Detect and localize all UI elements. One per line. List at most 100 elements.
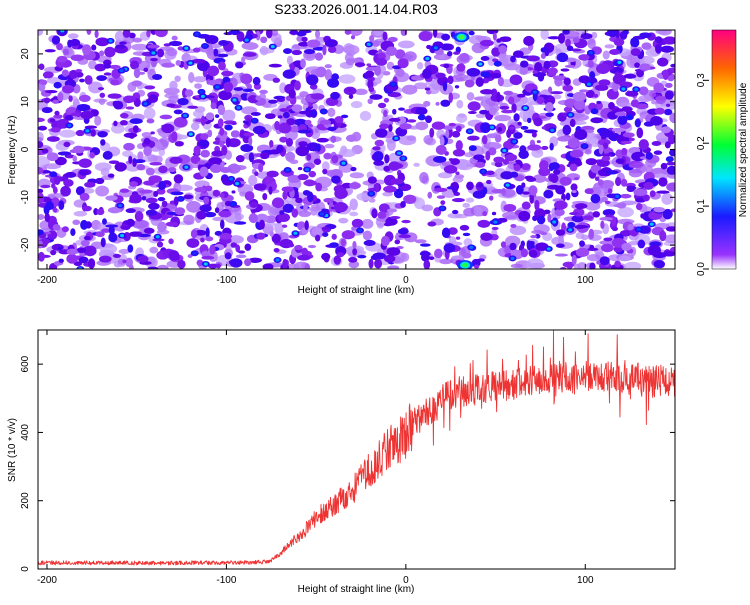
heatmap-cell [137,151,144,161]
heatmap-cell [47,192,66,199]
heatmap-cell [641,42,652,50]
heatmap-cell [217,104,226,116]
heatmap-cell [450,158,460,166]
heatmap-cell [575,247,590,258]
heatmap-cell [520,60,529,68]
heatmap-cell [91,44,97,51]
heatmap-cell [341,230,355,240]
heatmap-cell [386,208,398,213]
heatmap-cell [377,211,387,219]
heatmap-cell [530,234,538,239]
heatmap-cell [177,97,189,106]
heatmap-cell [505,183,510,187]
heatmap-cell [319,119,332,125]
heatmap-cell [423,259,431,269]
heatmap-cell [168,250,180,261]
heatmap-cell [150,57,159,62]
heatmap-cell [435,144,447,155]
heatmap-cell [595,101,603,111]
heatmap-cell [652,92,657,97]
heatmap-cell [143,227,155,234]
heatmap-cell [375,57,388,66]
heatmap-cell [119,120,128,126]
heatmap-cell [47,230,58,240]
heatmap-cell [477,219,491,228]
heatmap-cell [579,89,589,93]
heatmap-cell [252,125,266,135]
heatmap-cell [488,195,494,201]
heatmap-cell [108,39,113,43]
heatmap-cell [58,129,77,138]
heatmap-cell [467,135,480,141]
heatmap-cell [244,121,249,125]
heatmap-cell [194,83,203,89]
heatmap-cell [369,192,374,196]
heatmap-cell [499,36,512,43]
heatmap-cell [208,263,218,269]
heatmap-cell [425,56,430,61]
heatmap-cell [568,228,573,232]
heatmap-cell [388,36,398,43]
heatmap-cell [131,43,149,51]
heatmap-cell [177,259,186,269]
heatmap-cell [84,75,93,85]
heatmap-cell [345,134,357,142]
heatmap-cell [467,101,481,112]
heatmap-y-tick-label: -10 [20,190,31,205]
heatmap-cell [385,217,398,226]
colorbar-tick-label: 0.1 [696,199,707,213]
heatmap-y-tick-label: 0 [20,146,31,152]
heatmap-cell [554,208,565,217]
heatmap-cell [99,92,106,98]
heatmap-cell [274,120,280,131]
heatmap-cell [438,258,453,265]
heatmap-cell [386,139,396,151]
heatmap-cell [451,255,466,260]
heatmap-cell [114,162,127,172]
heatmap-cell [147,44,160,49]
heatmap-cell [378,49,383,53]
heatmap-cell [582,215,594,221]
snr-y-axis-label: SNR (10 * v/v) [7,418,18,482]
heatmap-cell [255,30,261,41]
heatmap-cell [368,198,376,203]
heatmap-cell [187,254,193,258]
heatmap-cell [473,264,480,269]
heatmap-x-tick-label: -200 [37,275,57,286]
heatmap-cell [214,230,223,236]
heatmap-cell [210,102,217,110]
heatmap-cell [175,184,193,191]
heatmap-cell [264,175,274,185]
heatmap-cell [599,130,614,138]
heatmap-cell [82,44,92,56]
heatmap-cell [480,55,490,62]
heatmap-cell [600,220,605,229]
heatmap-cell [101,228,111,233]
heatmap-cell [621,200,640,205]
heatmap-cell [434,248,443,259]
heatmap-cell [485,150,491,161]
heatmap-cell [118,203,123,208]
heatmap-cell [359,110,372,121]
heatmap-cell [458,52,470,62]
heatmap-cell [100,139,106,146]
heatmap-cell [268,99,278,104]
heatmap-cell [327,126,337,132]
heatmap-cell [660,45,674,53]
heatmap-cell [132,159,146,164]
heatmap-cell [574,224,586,230]
heatmap-cell [662,208,673,220]
heatmap-cell [394,136,399,140]
heatmap-cell [356,192,371,201]
heatmap-cell [634,87,639,91]
heatmap-cell [219,167,232,173]
heatmap-cell [466,181,474,191]
heatmap-cell [149,161,163,166]
heatmap-cell [366,63,372,67]
heatmap-cell [528,249,538,258]
heatmap-cell [315,182,323,192]
heatmap-cell [667,157,672,161]
heatmap-cell [331,154,339,164]
heatmap-cell [562,30,570,35]
heatmap-cell [503,203,517,212]
